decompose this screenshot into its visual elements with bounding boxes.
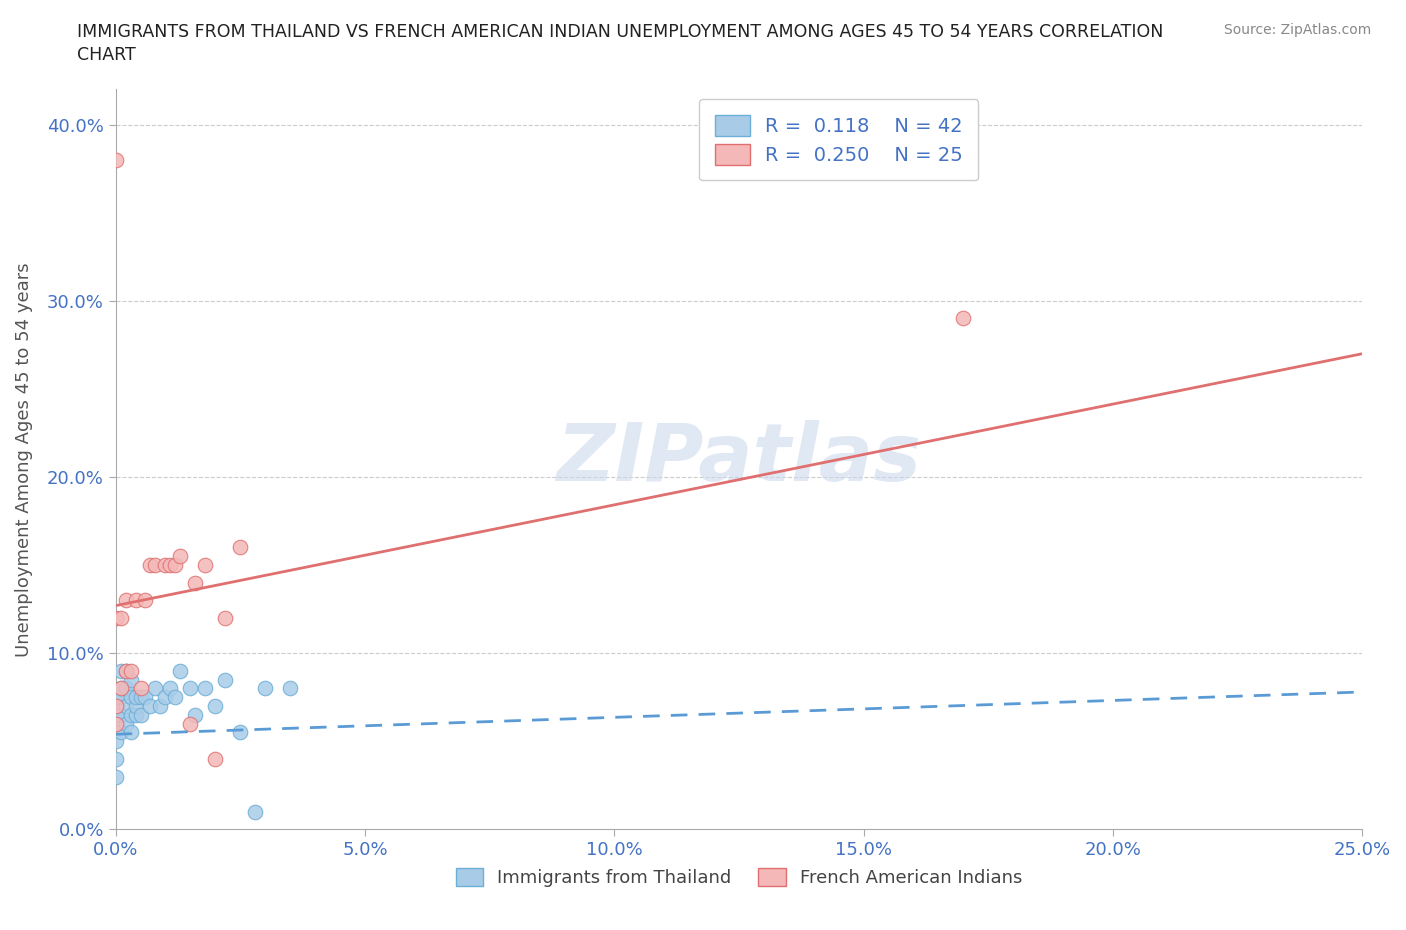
Point	[104, 698, 127, 713]
Point	[124, 708, 146, 723]
Point	[159, 681, 181, 696]
Point	[124, 690, 146, 705]
Legend: Immigrants from Thailand, French American Indians: Immigrants from Thailand, French America…	[449, 860, 1029, 895]
Point	[155, 690, 177, 705]
Point	[159, 558, 181, 573]
Point	[214, 672, 236, 687]
Y-axis label: Unemployment Among Ages 45 to 54 years: Unemployment Among Ages 45 to 54 years	[15, 262, 32, 657]
Point	[179, 716, 201, 731]
Point	[204, 751, 226, 766]
Point	[169, 663, 191, 678]
Point	[229, 540, 252, 555]
Point	[139, 698, 162, 713]
Point	[110, 708, 132, 723]
Point	[110, 725, 132, 740]
Point	[114, 681, 136, 696]
Point	[104, 153, 127, 167]
Point	[194, 681, 217, 696]
Point	[104, 734, 127, 749]
Point	[110, 610, 132, 625]
Point	[184, 708, 207, 723]
Point	[145, 558, 167, 573]
Point	[120, 672, 142, 687]
Point	[278, 681, 301, 696]
Point	[134, 593, 156, 608]
Text: CHART: CHART	[77, 46, 136, 64]
Point	[155, 558, 177, 573]
Point	[952, 311, 974, 325]
Text: ZIPatlas: ZIPatlas	[557, 420, 921, 498]
Point	[214, 610, 236, 625]
Point	[254, 681, 277, 696]
Point	[110, 681, 132, 696]
Point	[245, 804, 267, 819]
Point	[124, 698, 146, 713]
Point	[184, 576, 207, 591]
Point	[110, 681, 132, 696]
Point	[104, 716, 127, 731]
Point	[110, 663, 132, 678]
Point	[114, 698, 136, 713]
Point	[104, 716, 127, 731]
Point	[139, 558, 162, 573]
Point	[134, 690, 156, 705]
Point	[169, 549, 191, 564]
Point	[120, 725, 142, 740]
Point	[129, 681, 152, 696]
Point	[124, 593, 146, 608]
Text: IMMIGRANTS FROM THAILAND VS FRENCH AMERICAN INDIAN UNEMPLOYMENT AMONG AGES 45 TO: IMMIGRANTS FROM THAILAND VS FRENCH AMERI…	[77, 23, 1164, 41]
Point	[204, 698, 226, 713]
Point	[104, 751, 127, 766]
Point	[114, 716, 136, 731]
Point	[145, 681, 167, 696]
Point	[104, 708, 127, 723]
Point	[194, 558, 217, 573]
Point	[104, 690, 127, 705]
Point	[129, 690, 152, 705]
Point	[114, 663, 136, 678]
Point	[104, 698, 127, 713]
Point	[229, 725, 252, 740]
Point	[120, 708, 142, 723]
Point	[104, 610, 127, 625]
Text: Source: ZipAtlas.com: Source: ZipAtlas.com	[1223, 23, 1371, 37]
Point	[114, 663, 136, 678]
Point	[165, 690, 187, 705]
Point	[129, 708, 152, 723]
Point	[104, 769, 127, 784]
Point	[120, 663, 142, 678]
Point	[110, 690, 132, 705]
Point	[179, 681, 201, 696]
Point	[114, 593, 136, 608]
Point	[120, 690, 142, 705]
Point	[149, 698, 172, 713]
Point	[165, 558, 187, 573]
